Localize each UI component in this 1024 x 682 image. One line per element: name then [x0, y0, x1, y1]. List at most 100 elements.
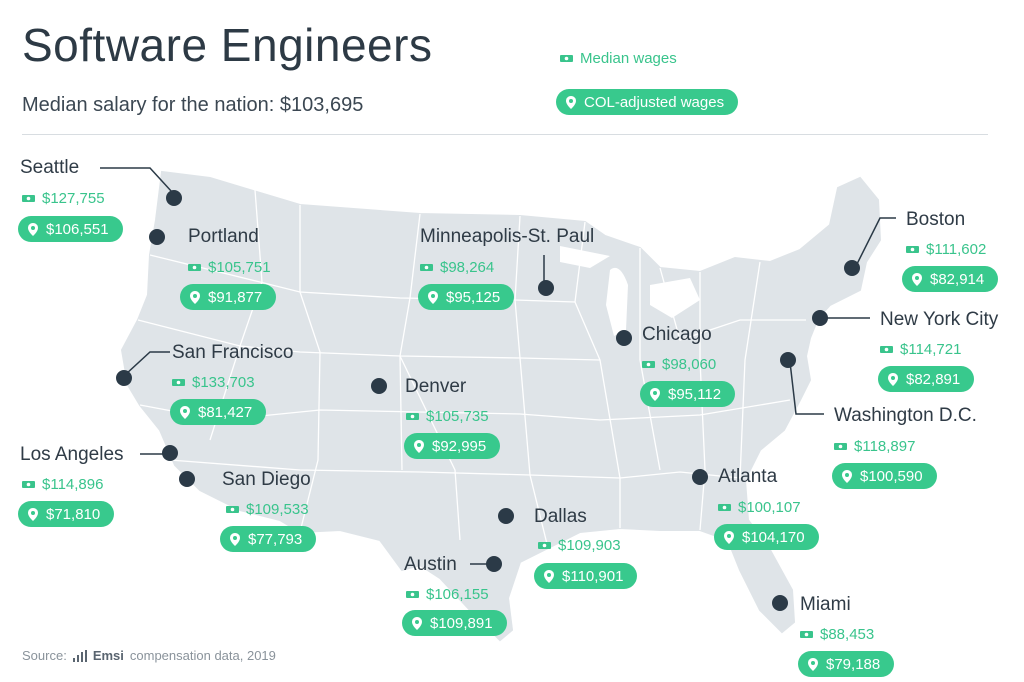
median-wage-value: $111,602 [926, 241, 987, 258]
location-pin-icon [544, 569, 554, 583]
cash-icon [22, 481, 35, 488]
great-lake [650, 278, 700, 318]
cash-icon [172, 379, 185, 386]
col-wage-pill: $82,891 [878, 366, 975, 392]
col-wage-value: $77,793 [248, 530, 303, 548]
median-wage: $114,721 [880, 341, 961, 358]
median-wage: $98,264 [420, 259, 494, 276]
location-pin-icon [566, 95, 576, 109]
cash-icon [538, 542, 551, 549]
col-wage-value: $82,914 [930, 270, 985, 288]
median-wage-value: $118,897 [854, 438, 916, 455]
page-subtitle: Median salary for the nation: $103,695 [22, 94, 364, 116]
median-wage-value: $100,107 [738, 499, 801, 516]
col-wage-pill: $82,914 [902, 266, 999, 292]
legend-median: Median wages [560, 50, 677, 67]
median-wage: $118,897 [834, 438, 915, 455]
median-wage: $106,155 [406, 586, 489, 603]
col-wage-pill: $95,112 [640, 381, 736, 407]
location-pin-icon [180, 405, 190, 419]
city-name: Dallas [534, 506, 587, 527]
median-wage: $109,903 [538, 537, 621, 554]
median-wage-value: $98,060 [662, 356, 717, 373]
legend-col: COL-adjusted wages [556, 89, 739, 115]
marker-san-diego [179, 471, 195, 487]
median-wage: $114,896 [22, 476, 103, 493]
location-pin-icon [414, 439, 424, 453]
state-borders [137, 189, 806, 549]
bar-chart-icon [72, 649, 87, 662]
location-pin-icon [842, 469, 852, 483]
marker-washington [780, 352, 796, 368]
cash-icon [834, 443, 847, 450]
median-wage-value: $114,896 [42, 476, 104, 493]
cash-icon [420, 264, 433, 271]
marker-atlanta [692, 469, 708, 485]
cash-icon [188, 264, 201, 271]
col-wage-pill: $109,891 [402, 610, 507, 636]
city-name: Portland [188, 226, 259, 247]
city-name: Denver [405, 376, 467, 397]
median-wage: $105,751 [188, 259, 271, 276]
location-pin-icon [888, 372, 898, 386]
col-wage-pill: $79,188 [798, 651, 895, 677]
city-name: New York City [880, 309, 999, 330]
median-wage: $100,107 [718, 499, 801, 516]
col-wage-value: $110,901 [562, 567, 624, 585]
marker-chicago [616, 330, 632, 346]
col-wage-pill: $104,170 [714, 524, 819, 550]
location-pin-icon [230, 532, 240, 546]
col-wage-value: $95,125 [446, 288, 501, 306]
marker-austin [486, 556, 502, 572]
col-wage-pill: $110,901 [534, 563, 638, 589]
median-wage-value: $106,155 [426, 586, 489, 603]
source-brand: Emsi [92, 648, 124, 663]
marker-miami [772, 595, 788, 611]
cash-icon [642, 361, 655, 368]
city-name: Atlanta [718, 466, 778, 487]
cash-icon [560, 55, 573, 62]
col-wage-value: $79,188 [826, 655, 881, 673]
median-wage: $111,602 [906, 241, 986, 258]
median-wage-value: $88,453 [820, 626, 875, 643]
col-wage-pill: $106,551 [18, 216, 123, 242]
source-credit: Source: Emsi compensation data, 2019 [22, 648, 276, 663]
median-wage-value: $109,903 [558, 537, 621, 554]
col-wage-pill: $71,810 [18, 501, 115, 527]
city-name: Minneapolis-St. Paul [420, 226, 595, 247]
location-pin-icon [28, 507, 38, 521]
city-name: San Diego [222, 469, 311, 490]
cash-icon [880, 346, 893, 353]
marker-dallas [498, 508, 514, 524]
source-prefix: Source: [22, 648, 67, 663]
divider [22, 134, 988, 135]
city-markers [116, 190, 860, 611]
location-pin-icon [650, 387, 660, 401]
median-wage-value: $109,533 [246, 501, 309, 518]
marker-seattle [166, 190, 182, 206]
col-wage-value: $91,877 [208, 288, 263, 306]
col-wage-value: $82,891 [906, 370, 961, 388]
median-wage: $105,735 [406, 408, 489, 425]
city-name: Seattle [20, 157, 80, 178]
median-wage-value: $127,755 [42, 190, 105, 207]
marker-new-york [812, 310, 828, 326]
col-wage-value: $109,891 [430, 614, 493, 632]
median-wage-value: $105,735 [426, 408, 489, 425]
marker-los-angeles [162, 445, 178, 461]
cash-icon [406, 591, 419, 598]
city-name: Washington D.C. [834, 405, 977, 426]
col-wage-value: $104,170 [742, 528, 805, 546]
median-wage-value: $133,703 [192, 374, 255, 391]
city-name: Miami [800, 594, 851, 615]
median-wage: $98,060 [642, 356, 716, 373]
legend-col-label: COL-adjusted wages [584, 93, 725, 111]
location-pin-icon [28, 222, 38, 236]
cash-icon [406, 413, 419, 420]
source-suffix: compensation data, 2019 [129, 648, 276, 663]
col-wage-value: $100,590 [860, 467, 923, 485]
city-name: San Francisco [172, 342, 294, 363]
col-wage-pill: $91,877 [180, 284, 277, 310]
city-name: Austin [404, 554, 457, 575]
